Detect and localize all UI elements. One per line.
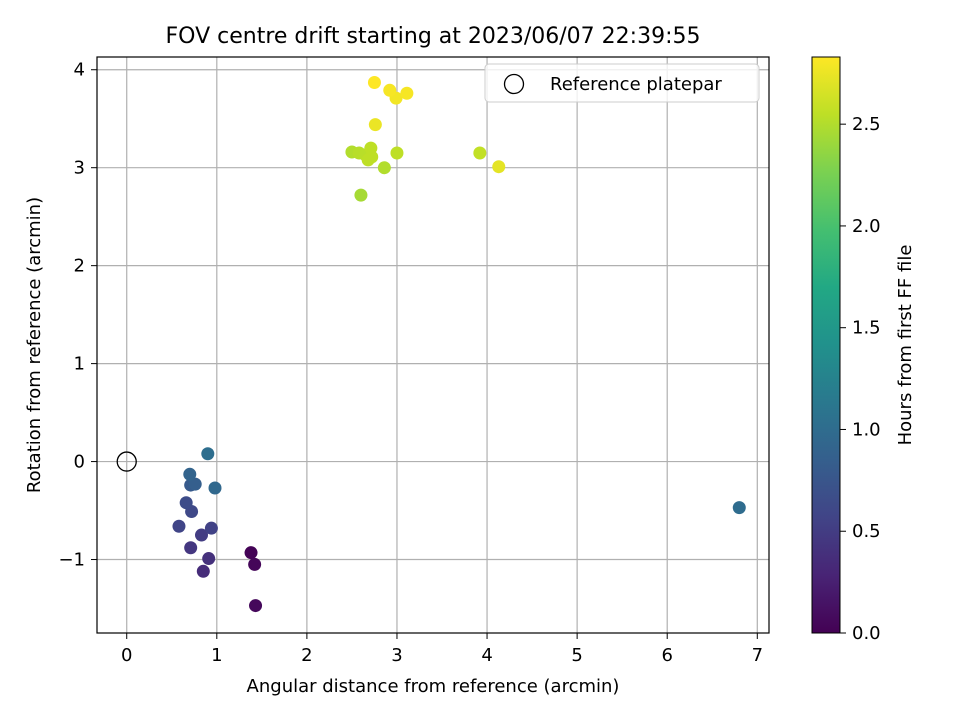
data-point <box>204 521 218 535</box>
data-point <box>248 557 262 571</box>
data-point <box>732 501 746 515</box>
legend: Reference platepar <box>484 63 760 103</box>
y-tick-label: 4 <box>74 60 85 81</box>
data-point <box>196 564 210 578</box>
data-point <box>201 447 215 461</box>
data-point <box>188 477 202 491</box>
data-point <box>390 146 404 160</box>
colorbar: 0.0 0.5 1.0 1.5 2.0 2.5 Hours from first FF f… <box>811 56 916 644</box>
x-tick-label: 6 <box>661 645 672 666</box>
colorbar-tick-label: 2.5 <box>852 114 881 135</box>
colorbar-label: Hours from first FF file <box>895 245 916 446</box>
data-point <box>492 160 506 174</box>
colorbar-tick-label: 1.5 <box>852 318 881 339</box>
data-point <box>244 546 258 560</box>
x-tick-label: 2 <box>301 645 312 666</box>
colorbar-tick-label: 0.0 <box>852 623 881 644</box>
colorbar-gradient <box>811 56 841 634</box>
reference-marker <box>116 451 137 472</box>
y-axis-label: Rotation from reference (arcmin) <box>24 197 45 493</box>
y-tick-label: 0 <box>74 452 85 473</box>
data-point <box>179 496 193 510</box>
x-tick-label: 3 <box>391 645 402 666</box>
colorbar-tick-label: 0.5 <box>852 521 881 542</box>
x-axis-ticks: 0 1 2 3 4 5 6 7 <box>121 633 763 666</box>
x-tick-label: 0 <box>121 645 132 666</box>
data-point <box>249 599 263 613</box>
data-point <box>367 75 381 89</box>
x-tick-label: 7 <box>752 645 763 666</box>
data-point <box>473 146 487 160</box>
data-point <box>172 519 186 533</box>
x-tick-label: 5 <box>571 645 582 666</box>
x-tick-label: 1 <box>211 645 222 666</box>
colorbar-tick-label: 1.0 <box>852 419 881 440</box>
data-point <box>383 83 397 97</box>
y-tick-label: 1 <box>74 354 85 375</box>
x-tick-label: 4 <box>481 645 492 666</box>
data-point <box>400 86 414 100</box>
x-axis-label: Angular distance from reference (arcmin) <box>247 676 620 697</box>
chart-title: FOV centre drift starting at 2023/06/07 … <box>166 24 701 49</box>
data-point <box>184 541 198 555</box>
plot-frame <box>96 56 770 634</box>
data-point <box>377 161 391 175</box>
colorbar-tick-label: 2.0 <box>852 216 881 237</box>
grid-lines <box>97 57 769 633</box>
data-point <box>364 141 378 155</box>
reference-point <box>116 451 137 472</box>
data-point <box>194 528 208 542</box>
data-point <box>183 467 197 481</box>
y-tick-label: 3 <box>74 158 85 179</box>
legend-label: Reference platepar <box>550 74 722 95</box>
y-axis-ticks: −1 0 1 2 3 4 <box>58 60 97 571</box>
colorbar-ticks: 0.0 0.5 1.0 1.5 2.0 2.5 <box>840 114 881 644</box>
data-points <box>172 75 746 613</box>
data-point <box>208 481 222 495</box>
legend-box <box>484 63 760 103</box>
y-tick-label: 2 <box>74 256 85 277</box>
data-point <box>354 188 368 202</box>
data-point <box>368 118 382 132</box>
data-point <box>202 552 216 566</box>
y-tick-label: −1 <box>58 550 85 571</box>
legend-marker-icon <box>503 73 525 95</box>
